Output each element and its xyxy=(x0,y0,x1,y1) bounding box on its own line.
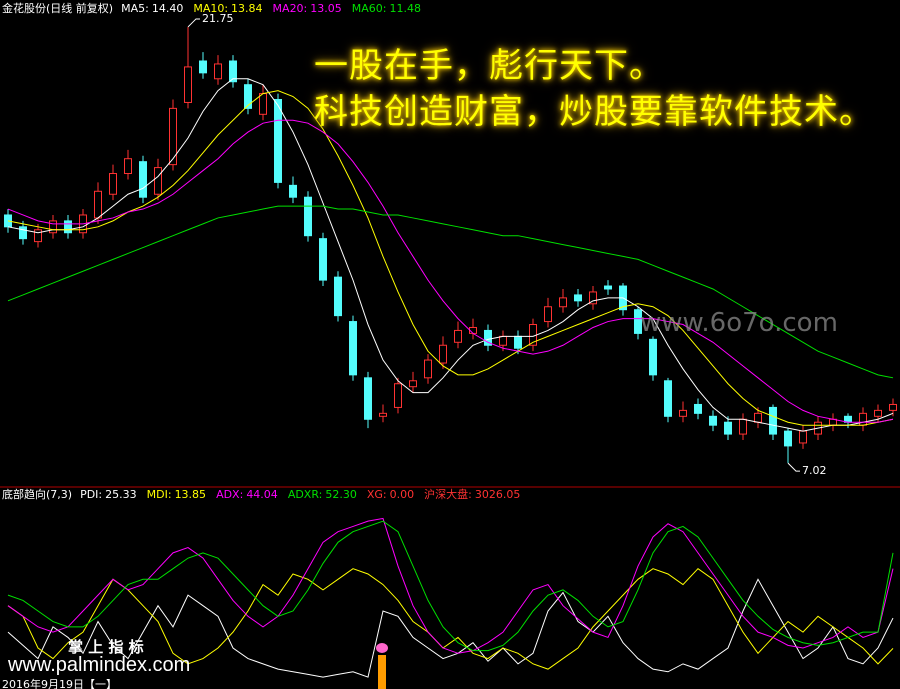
candle-body xyxy=(49,220,57,234)
candle-body xyxy=(574,294,582,302)
series-line xyxy=(7,568,894,670)
candle-body xyxy=(229,60,237,83)
candle-body xyxy=(184,66,192,103)
candle-body xyxy=(304,196,312,237)
candle-body xyxy=(364,377,372,420)
candle-body xyxy=(589,291,597,305)
low-annotation: 7.02 xyxy=(802,464,827,477)
candle-body xyxy=(424,359,432,379)
annotation-leader xyxy=(787,462,800,472)
legend-value: 14.40 xyxy=(152,2,184,15)
candle-body xyxy=(274,98,282,183)
candle-body xyxy=(499,335,507,346)
candle-body xyxy=(484,329,492,346)
series-line xyxy=(7,90,894,426)
annotation-leader xyxy=(187,18,200,28)
candle-body xyxy=(769,406,777,435)
candle-body xyxy=(649,338,657,376)
legend-value: 25.33 xyxy=(105,488,137,501)
brand: 掌 上 指 标 xyxy=(68,638,144,656)
candle-body xyxy=(214,63,222,80)
candle-body xyxy=(319,238,327,281)
series-line xyxy=(7,205,894,379)
candle-body xyxy=(349,321,357,376)
candle-body xyxy=(874,409,882,417)
legend-name: ADXR: xyxy=(288,488,323,501)
candle-body xyxy=(664,380,672,417)
candle-body xyxy=(679,409,687,417)
candle-body xyxy=(604,285,612,290)
legend-name: XG: xyxy=(367,488,387,501)
candle-body xyxy=(244,84,252,109)
candle-body xyxy=(754,412,762,423)
legend-value: 0.00 xyxy=(390,488,415,501)
legend-name: ADX: xyxy=(216,488,243,501)
date-label: 2016年9月19日【一】 xyxy=(2,676,117,689)
candle-body xyxy=(799,430,807,444)
candle-body xyxy=(259,93,267,115)
candle-body xyxy=(409,380,417,388)
site-url: www.palmindex.com xyxy=(8,654,191,676)
candle-body xyxy=(694,403,702,414)
candle-body xyxy=(64,220,72,234)
candle-body xyxy=(724,421,732,435)
panel-title: 金花股份(日线 前复权) xyxy=(2,1,113,15)
legend-name: MA10: xyxy=(193,2,228,15)
candle-body xyxy=(289,184,297,198)
legend-value: 13.05 xyxy=(310,2,342,15)
candle-body xyxy=(559,297,567,308)
candle-body xyxy=(199,60,207,74)
candle-body xyxy=(784,430,792,447)
candle-body xyxy=(154,167,162,195)
series-line xyxy=(7,78,894,432)
legend-name: MDI: xyxy=(147,488,172,501)
series-line xyxy=(7,520,894,652)
candle-body xyxy=(334,276,342,317)
candle-body xyxy=(634,309,642,334)
series-line xyxy=(7,119,894,423)
candle-body xyxy=(739,418,747,435)
legend-value: 13.84 xyxy=(231,2,263,15)
legend-value: 13.85 xyxy=(175,488,207,501)
candle-body xyxy=(439,344,447,364)
legend-name: 沪深大盘: xyxy=(424,487,472,501)
series-line xyxy=(7,578,894,678)
legend-value: 3026.05 xyxy=(475,488,521,501)
candle-body xyxy=(34,229,42,243)
candle-body xyxy=(169,107,177,166)
candle-body xyxy=(124,158,132,175)
panel-title: 底部趋向(7,3) xyxy=(2,487,72,501)
candle-body xyxy=(544,306,552,323)
high-annotation: 21.75 xyxy=(202,12,234,25)
legend-value: 11.48 xyxy=(389,2,421,15)
candle-body xyxy=(94,190,102,219)
legend-name: PDI: xyxy=(80,488,102,501)
slogan-line: 科技创造财富，炒股要靠软件技术。 xyxy=(314,92,874,132)
candle-body xyxy=(859,412,867,426)
candle-body xyxy=(394,383,402,408)
candle-body xyxy=(514,335,522,349)
candle-body xyxy=(379,412,387,417)
candle-body xyxy=(709,415,717,426)
candle-body xyxy=(4,214,12,228)
legend-name: MA5: xyxy=(121,2,149,15)
series-line xyxy=(7,517,894,654)
candle-body xyxy=(19,226,27,240)
signal-bar xyxy=(378,655,386,689)
signal-icon xyxy=(376,643,388,653)
candle-body xyxy=(889,403,897,411)
legend-name: MA60: xyxy=(352,2,387,15)
slogan-line: 一股在手，彪行天下。 xyxy=(314,46,664,86)
legend-value: 44.04 xyxy=(246,488,278,501)
candle-body xyxy=(454,329,462,343)
candle-body xyxy=(139,161,147,198)
candle-body xyxy=(109,173,117,195)
legend-name: MA20: xyxy=(273,2,308,15)
watermark: www.6o7o.com xyxy=(640,308,838,338)
legend-value: 52.30 xyxy=(325,488,357,501)
